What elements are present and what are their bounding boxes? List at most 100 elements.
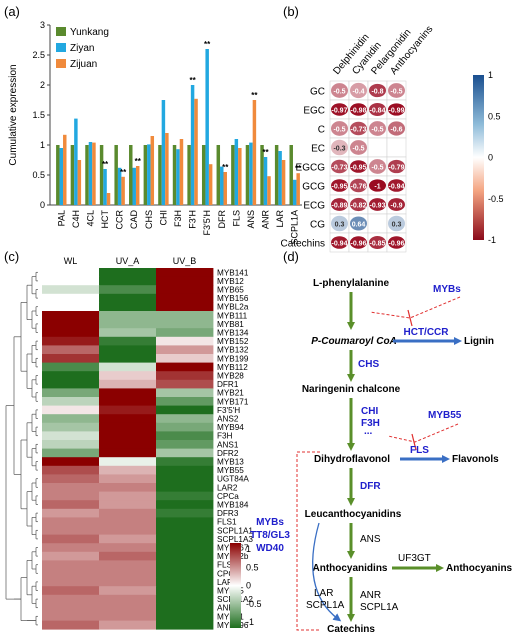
bar-zijuan-fls	[238, 148, 242, 205]
corr-value-egc-anthocyanins: -0.99	[389, 108, 405, 115]
corr-value-egcg-delphinidin: -0.73	[332, 165, 348, 172]
corr-ellipse-gcg-cyanidin	[350, 178, 367, 193]
hm-cell-lar1-wl	[42, 577, 100, 587]
hm-cell-myb21-uv-b	[156, 388, 214, 398]
corr-value-ec-delphinidin: -0.3	[333, 146, 345, 153]
row-label-myb152: MYB152	[217, 337, 249, 346]
bar-yunkang-ans	[245, 145, 250, 205]
hm-cell-myb132-uv-a	[99, 345, 157, 355]
hm-cell-dfr1-wl	[42, 379, 100, 389]
corr-ellipse-egcg-cyanidin	[350, 160, 367, 173]
bar-zijuan-pal	[63, 134, 67, 205]
row-label-myb12: MYB12	[217, 277, 244, 286]
hm-cell-fls2-uv-a	[99, 560, 157, 570]
bar-ziyan-scpl1a	[292, 179, 297, 205]
y-ticks: 0 0.5 1 1.5 2 2.5 3	[32, 20, 50, 210]
hm-cell-anr-uv-a	[99, 603, 157, 613]
corr-ellipse-catechins-delphinidin	[331, 236, 348, 249]
inhibit-bar-top	[407, 309, 413, 327]
corr-ellipse-cg-anthocyanins	[388, 215, 405, 232]
row-label-myb141: MYB141	[217, 268, 249, 277]
hm-cell-fls1-uv-a	[99, 517, 157, 527]
sig-marker-ccr: **	[120, 168, 127, 177]
corr-value-c-delphinidin: -0.5	[333, 127, 345, 134]
enzyme-ans: ANS	[360, 534, 381, 545]
row-label-dfr3: DFR3	[217, 509, 239, 518]
colorbar-c-tick: 0	[246, 581, 251, 591]
x-tick-label-cad: CAD	[129, 210, 139, 230]
hm-cell-ans2-uv-b	[156, 414, 214, 424]
legend-swatch-yunkang	[56, 27, 66, 36]
hm-cell-myb152-uv-a	[99, 336, 157, 346]
hm-cell-myb81-uv-a	[99, 319, 157, 329]
col-label-uv-b: UV_B	[173, 256, 197, 266]
hm-cell-mybl2a-wl	[42, 302, 100, 312]
hm-cell-dfr3-uv-a	[99, 508, 157, 518]
sig-marker-f3-5-h: **	[204, 40, 211, 49]
hm-cell-myb199-uv-a	[99, 354, 157, 363]
hm-cell-myb85-wl	[42, 586, 100, 596]
row-label-mybl2a: MYBL2a	[217, 303, 249, 312]
arrow-leuco-to-catechins	[312, 522, 342, 622]
row-label-myb111: MYB111	[217, 311, 248, 320]
bar-zijuan-hct	[106, 193, 111, 205]
hm-cell-myb134-uv-b	[156, 328, 214, 338]
bar-zijuan-4cl	[92, 142, 96, 205]
row-label-c: C	[318, 125, 325, 136]
row-label-catechins: Catechins	[281, 239, 325, 250]
node-catechins: Catechins	[327, 624, 375, 635]
hm-cell-myb55-uv-a	[99, 465, 157, 475]
hm-cell-ans1-wl	[42, 440, 100, 449]
x-tick-label-anr: ANR	[261, 210, 271, 230]
hm-cell-myb111-wl	[42, 311, 100, 320]
sig-marker-hct: **	[102, 160, 109, 169]
hm-cell-myb65-uv-b	[156, 285, 214, 295]
panel-label-b: (b)	[283, 4, 299, 19]
corr-value-catechins-pelargonidin: -0.85	[370, 241, 386, 248]
hm-cell-scpl1a2-uv-a	[99, 594, 157, 604]
hm-cell-myb141-uv-a	[99, 268, 157, 277]
corr-ellipse-egcg-pelargonidin	[369, 159, 386, 174]
bars	[56, 49, 300, 205]
y-tick-label: 3	[40, 20, 45, 30]
row-label-lar1: LAR1	[217, 578, 238, 587]
row-label-f3-5-h: F3'5'H	[217, 406, 240, 415]
hm-cell-myb156-uv-a	[99, 293, 157, 303]
inhibit-bar-myb55	[411, 433, 417, 451]
corr-value-gc-cyanidin: -0.4	[352, 89, 364, 96]
hm-cell-lar2-uv-b	[156, 483, 214, 492]
row-label-scpl1a3: SCPL1A3	[217, 535, 253, 544]
panel-label-c: (c)	[4, 249, 19, 264]
colorbar-c	[230, 543, 241, 628]
x-tick-label-hct: HCT	[100, 210, 110, 229]
hm-cell-dfr2-uv-a	[99, 448, 157, 458]
row-label-myb21: MYB21	[217, 389, 244, 398]
hm-cell-myb196-uv-b	[156, 620, 214, 630]
row-label-myb28: MYB28	[217, 372, 244, 381]
hm-cell-myb167-uv-b	[156, 543, 214, 553]
column-labels: DelphinidinCyanidinPelargonidinAnthocyan…	[331, 24, 435, 77]
y-tick-label: 2.5	[32, 50, 45, 60]
y-tick-label: 0	[40, 200, 45, 210]
x-tick-label-scpl1a: SCPL1A	[290, 210, 300, 245]
enzyme-scpl1a-right: SCPL1A	[360, 602, 399, 613]
corr-value-ec-cyanidin: -0.5	[352, 146, 364, 153]
corr-value-ecg-anthocyanins: -0.9	[390, 203, 402, 210]
hm-cell-myb134-uv-a	[99, 328, 157, 338]
hm-cell-cpcb-wl	[42, 569, 100, 578]
corr-ellipse-c-delphinidin	[331, 121, 348, 136]
hm-cell-myb12-uv-a	[99, 276, 157, 286]
x-tick-label-4cl: 4CL	[85, 210, 95, 227]
corr-value-gc-anthocyanins: -0.5	[390, 89, 402, 96]
cell-bg-ec-anthocyanins	[386, 137, 407, 158]
bar-ziyan-cad	[132, 167, 136, 205]
y-tick-label: 1	[40, 140, 45, 150]
hm-cell-myb31-uv-a	[99, 612, 157, 621]
hm-cell-ugt84a-uv-b	[156, 474, 214, 484]
hm-cell-myb85-uv-b	[156, 586, 214, 596]
bar-zijuan-ccr	[121, 176, 125, 205]
row-label-lar2: LAR2	[217, 483, 238, 492]
hm-cell-ans1-uv-b	[156, 440, 214, 449]
corr-value-egcg-pelargonidin: -0.5	[371, 165, 383, 172]
enzyme-chs: CHS	[358, 359, 379, 370]
